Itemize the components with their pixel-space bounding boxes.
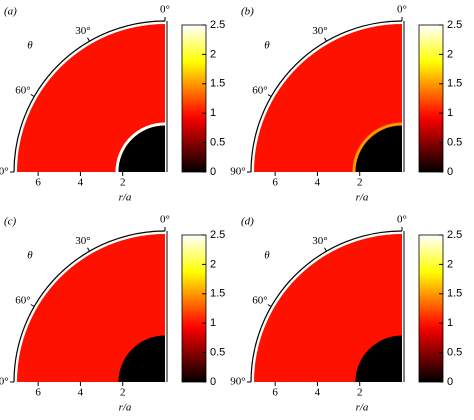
r-tick-label: 2 <box>357 177 363 189</box>
theta-tick-label: 60° <box>15 295 30 307</box>
colorbar-tick-label: 2 <box>210 258 216 270</box>
y-axis-label: θ <box>264 40 270 52</box>
panel: 0° 30° 60° 90° 6 4 2 r/a θ (d) 0 0.5 1 1.5 2 2.5 <box>230 214 462 414</box>
y-axis-label: θ <box>27 250 33 262</box>
colorbar-tick-label: 0.5 <box>447 137 462 149</box>
x-axis-label: r/a <box>119 402 132 414</box>
colorbar-tick-label: 1.5 <box>447 288 462 300</box>
cylinder <box>355 125 402 172</box>
r-tick-label: 4 <box>78 177 84 189</box>
colorbar-tick-label: 1 <box>210 317 216 329</box>
colorbar-tick-label: 1.5 <box>210 288 225 300</box>
theta-tick-label: 30° <box>312 235 327 247</box>
field <box>17 24 165 172</box>
theta-tick-label: 60° <box>252 295 267 307</box>
colorbar-tick-label: 1.5 <box>210 78 225 90</box>
field <box>254 24 402 172</box>
panel: 0° 30° 60° 90° 6 4 2 r/a θ (a) 0 0.5 1 1.5 2 2.5 <box>0 4 225 204</box>
colorbar <box>418 24 444 173</box>
r-tick-label: 2 <box>120 177 126 189</box>
r-tick-label: 2 <box>120 387 126 399</box>
outer-arc <box>13 20 166 173</box>
colorbar-tick-label: 0.5 <box>210 347 225 359</box>
y-axis-label: θ <box>264 250 270 262</box>
r-tick-label: 6 <box>35 387 41 399</box>
theta-tick <box>324 247 327 252</box>
theta-tick-label: 60° <box>15 85 30 97</box>
colorbar-tick-label: 1 <box>447 107 453 119</box>
colorbar-tick-label: 2.5 <box>210 19 225 31</box>
theta-tick-label: 0° <box>397 214 407 226</box>
colorbar <box>181 234 207 383</box>
theta-tick-label: 0° <box>397 4 407 16</box>
colorbar-tick-label: 0 <box>210 166 216 178</box>
cylinder <box>118 335 165 382</box>
colorbar-tick-label: 2 <box>447 48 453 60</box>
theta-tick-label: 30° <box>75 25 90 37</box>
colorbar-tick-label: 2 <box>210 48 216 60</box>
r-tick-label: 4 <box>315 177 321 189</box>
r-tick-label: 2 <box>357 387 363 399</box>
theta-tick-label: 0° <box>160 214 170 226</box>
colorbar-tick-label: 1 <box>210 107 216 119</box>
x-axis-label: r/a <box>119 192 132 204</box>
theta-tick <box>267 304 272 307</box>
r-tick-label: 6 <box>35 177 41 189</box>
panel-label: (a) <box>4 6 17 18</box>
colorbar-tick-label: 0.5 <box>210 137 225 149</box>
rim <box>352 122 403 173</box>
x-axis-label: r/a <box>356 192 369 204</box>
colorbar <box>181 24 207 173</box>
theta-tick-label: 90° <box>0 376 9 388</box>
outer-arc <box>250 20 403 173</box>
panel: 0° 30° 60° 90° 6 4 2 r/a θ (b) 0 0.5 1 1.5 2 2.5 <box>230 4 462 204</box>
colorbar-tick-label: 2.5 <box>447 19 462 31</box>
y-axis-label: θ <box>27 40 33 52</box>
colorbar-tick-label: 0.5 <box>447 347 462 359</box>
panel-label: (b) <box>241 6 254 18</box>
outer-arc <box>13 230 166 383</box>
theta-tick-label: 90° <box>230 166 245 178</box>
rim <box>115 122 166 173</box>
r-tick-label: 4 <box>315 387 321 399</box>
theta-tick-label: 60° <box>252 85 267 97</box>
theta-tick-label: 90° <box>230 376 245 388</box>
field <box>17 234 165 382</box>
colorbar-tick-label: 0 <box>210 376 216 388</box>
colorbar-tick-label: 2 <box>447 258 453 270</box>
r-tick-label: 6 <box>272 387 278 399</box>
cylinder <box>118 125 165 172</box>
colorbar-tick-label: 1.5 <box>447 78 462 90</box>
colorbar-tick-label: 0 <box>447 166 453 178</box>
colorbar-tick-label: 2.5 <box>447 229 462 241</box>
theta-tick <box>87 247 90 252</box>
colorbar <box>418 234 444 383</box>
panel: 0° 30° 60° 90° 6 4 2 r/a θ (c) 0 0.5 1 1.5 2 2.5 <box>0 214 225 414</box>
cylinder <box>355 335 402 382</box>
colorbar-tick-label: 1 <box>447 317 453 329</box>
theta-tick <box>87 37 90 42</box>
theta-tick <box>30 94 35 97</box>
theta-tick-label: 0° <box>160 4 170 16</box>
theta-tick-label: 90° <box>0 166 9 178</box>
r-tick-label: 4 <box>78 387 84 399</box>
panel-label: (d) <box>241 216 254 228</box>
field <box>254 234 402 382</box>
colorbar-tick-label: 0 <box>447 376 453 388</box>
theta-tick <box>324 37 327 42</box>
panel-label: (c) <box>4 216 17 228</box>
theta-tick <box>30 304 35 307</box>
outer-arc <box>250 230 403 383</box>
theta-tick <box>267 94 272 97</box>
x-axis-label: r/a <box>356 402 369 414</box>
theta-tick-label: 30° <box>312 25 327 37</box>
theta-tick-label: 30° <box>75 235 90 247</box>
r-tick-label: 6 <box>272 177 278 189</box>
colorbar-tick-label: 2.5 <box>210 229 225 241</box>
